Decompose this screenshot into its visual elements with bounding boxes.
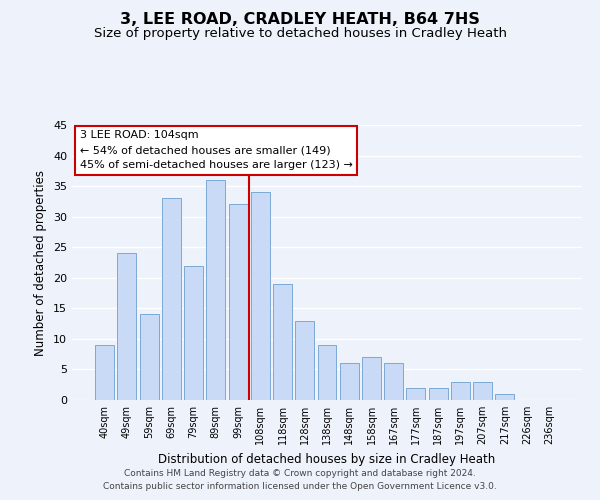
Bar	[251, 192, 270, 400]
Text: Contains public sector information licensed under the Open Government Licence v3: Contains public sector information licen…	[103, 482, 497, 491]
Bar	[384, 364, 403, 400]
Bar	[184, 266, 203, 400]
Bar	[295, 320, 314, 400]
Bar	[95, 345, 114, 400]
Text: 3 LEE ROAD: 104sqm
← 54% of detached houses are smaller (149)
45% of semi-detach: 3 LEE ROAD: 104sqm ← 54% of detached hou…	[80, 130, 353, 170]
Bar	[362, 357, 381, 400]
Text: 3, LEE ROAD, CRADLEY HEATH, B64 7HS: 3, LEE ROAD, CRADLEY HEATH, B64 7HS	[120, 12, 480, 28]
Bar	[340, 364, 359, 400]
Bar	[473, 382, 492, 400]
Bar	[229, 204, 248, 400]
Bar	[496, 394, 514, 400]
Bar	[406, 388, 425, 400]
Text: Contains HM Land Registry data © Crown copyright and database right 2024.: Contains HM Land Registry data © Crown c…	[124, 468, 476, 477]
Bar	[317, 345, 337, 400]
Bar	[118, 254, 136, 400]
Text: Size of property relative to detached houses in Cradley Heath: Size of property relative to detached ho…	[94, 28, 506, 40]
Y-axis label: Number of detached properties: Number of detached properties	[34, 170, 47, 356]
Bar	[162, 198, 181, 400]
Bar	[206, 180, 225, 400]
X-axis label: Distribution of detached houses by size in Cradley Heath: Distribution of detached houses by size …	[158, 452, 496, 466]
Bar	[451, 382, 470, 400]
Bar	[140, 314, 158, 400]
Bar	[273, 284, 292, 400]
Bar	[429, 388, 448, 400]
